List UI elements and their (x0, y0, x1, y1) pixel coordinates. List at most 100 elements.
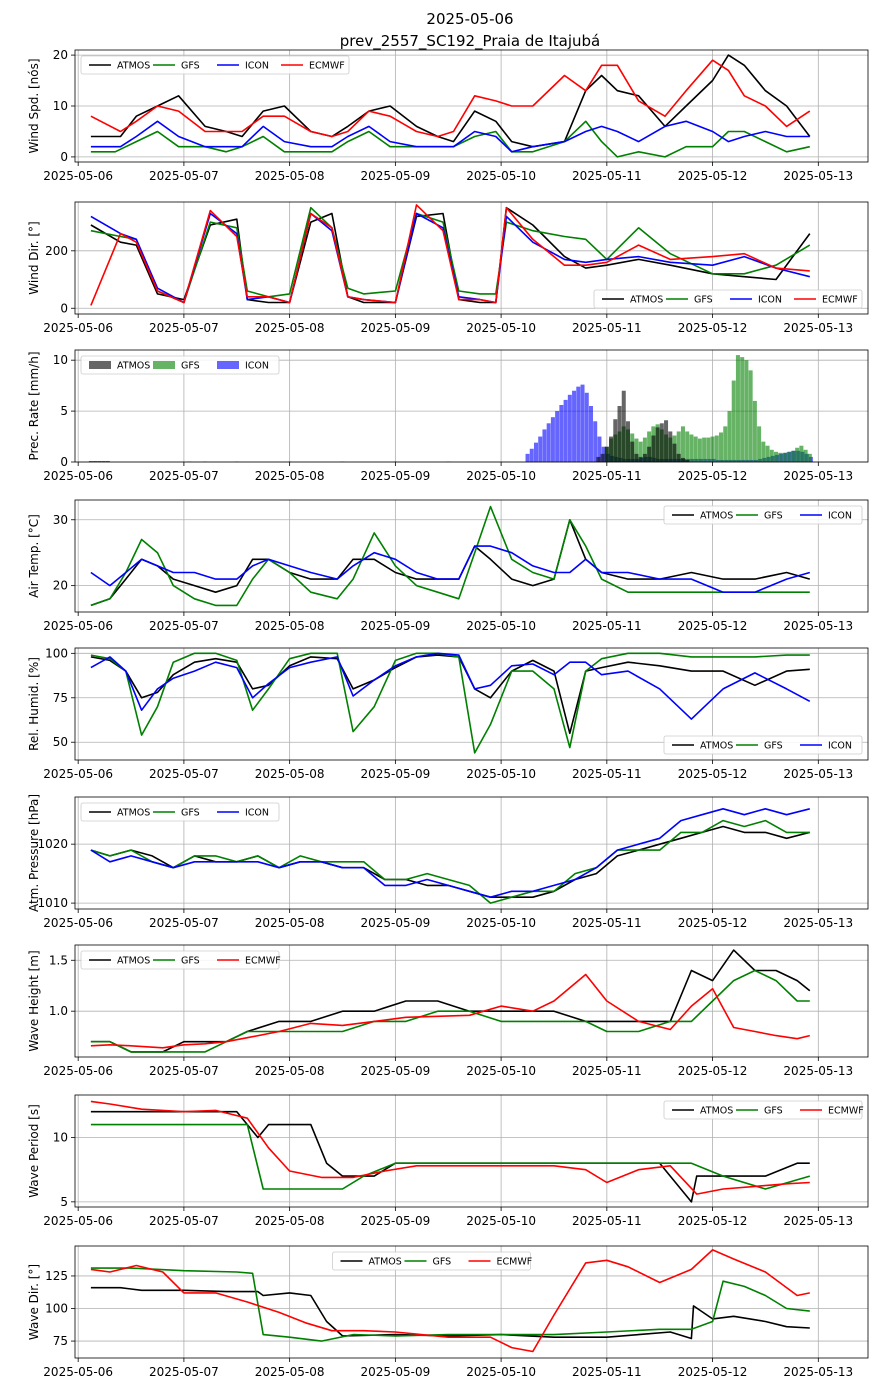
bar-icon (597, 436, 602, 462)
bar-gfs (634, 438, 639, 462)
y-tick-label: 200 (45, 244, 68, 258)
legend-label-ecmwf: ECMWF (245, 956, 281, 967)
series-line-gfs (90, 819, 810, 904)
panel-1: 2025-05-06 2025-05-07 2025-05-08 2025-05-09… (27, 48, 869, 183)
legend: ATMOS GFS ICON ECMWF (80, 55, 350, 75)
bar-icon (550, 417, 555, 462)
bar-icon (580, 384, 585, 462)
legend-box (80, 950, 280, 970)
x-tick-label: 2025-05-11 (572, 169, 642, 183)
x-tick-label: 2025-05-11 (572, 321, 642, 335)
legend-swatch-atmos (89, 361, 111, 369)
x-tick-label: 2025-05-08 (255, 1365, 325, 1379)
legend-label-atmos: ATMOS (630, 295, 663, 306)
plot-data (90, 808, 810, 904)
bar-atmos (613, 419, 618, 462)
bar-atmos (676, 453, 681, 462)
y-axis-label: Wave Period [s] (27, 1104, 41, 1198)
bar-atmos (630, 441, 635, 462)
plot-data (90, 505, 811, 607)
bar-icon (555, 411, 560, 462)
panel-4: 2025-05-06 2025-05-07 2025-05-08 2025-05-09… (27, 499, 869, 633)
x-tick-label: 2025-05-13 (783, 916, 853, 930)
x-tick-label: 2025-05-13 (783, 767, 853, 781)
y-tick-label: 100 (45, 646, 68, 660)
x-tick-label: 2025-05-08 (255, 321, 325, 335)
y-axis-label: Wind Spd. [nós] (27, 58, 41, 153)
series-line-icon (90, 652, 811, 720)
x-tick-label: 2025-05-06 (43, 916, 113, 930)
legend: ATMOS GFS ICON (80, 802, 280, 822)
bar-icon (88, 460, 93, 462)
x-tick-label: 2025-05-11 (572, 767, 642, 781)
legend-label-gfs: GFS (764, 741, 783, 752)
bar-icon (93, 460, 98, 462)
axes-frame (74, 796, 869, 910)
y-tick-label: 50 (53, 735, 68, 749)
y-axis-label: Prec. Rate [mm/h] (27, 351, 41, 460)
legend-label-gfs: GFS (181, 361, 200, 372)
x-tick-label: 2025-05-06 (43, 1214, 113, 1228)
legend-label-ecmwf: ECMWF (822, 295, 858, 306)
bar-icon (97, 460, 102, 462)
axes-frame (74, 499, 869, 613)
legend: ATMOS GFS ICON (80, 355, 280, 375)
legend: ATMOS GFS ECMWF (663, 1100, 864, 1120)
y-tick-label: 1.5 (49, 953, 68, 967)
bar-gfs (803, 449, 808, 462)
bar-atmos (642, 453, 647, 462)
legend-label-icon: ICON (758, 295, 782, 306)
legend-label-atmos: ATMOS (117, 61, 150, 72)
series-line-ecmwf (90, 204, 810, 306)
y-tick-label: 1010 (37, 896, 68, 910)
legend-box (593, 289, 863, 309)
x-tick-label: 2025-05-06 (43, 1064, 113, 1078)
y-tick-label: 125 (45, 1269, 68, 1283)
axes-frame (74, 647, 869, 761)
legend-label-atmos: ATMOS (369, 1257, 402, 1268)
bar-atmos (600, 453, 605, 462)
series-line-atmos (90, 519, 811, 607)
x-tick-label: 2025-05-09 (360, 1064, 430, 1078)
legend-label-gfs: GFS (694, 295, 713, 306)
legend-label-icon: ICON (245, 808, 269, 819)
axes-frame (74, 201, 869, 315)
axes-frame (74, 349, 869, 463)
x-tick-label: 2025-05-07 (149, 1064, 219, 1078)
bar-gfs (740, 357, 745, 462)
series-line-ecmwf (90, 973, 810, 1049)
x-tick-label: 2025-05-09 (360, 916, 430, 930)
x-tick-label: 2025-05-12 (678, 321, 748, 335)
bar-gfs (680, 426, 685, 462)
x-tick-label: 2025-05-10 (466, 169, 536, 183)
x-tick-label: 2025-05-09 (360, 767, 430, 781)
x-tick-label: 2025-05-06 (43, 469, 113, 483)
legend-box (80, 802, 280, 822)
bar-gfs (790, 450, 795, 462)
bar-icon (546, 423, 551, 462)
legend-label-ecmwf: ECMWF (497, 1257, 533, 1268)
y-axis-label: Atm. Pressure [hPa] (27, 794, 41, 912)
legend-box (332, 1251, 531, 1271)
legend: ATMOS GFS ICON (663, 505, 863, 525)
y-tick-label: 30 (53, 513, 68, 527)
panels: 2025-05-06 2025-05-07 2025-05-08 2025-05-09… (27, 48, 869, 1379)
axes-frame (74, 1245, 869, 1359)
legend-label-gfs: GFS (181, 61, 200, 72)
y-tick-label: 75 (53, 691, 68, 705)
x-tick-label: 2025-05-09 (360, 321, 430, 335)
y-tick-label: 0 (60, 301, 68, 315)
bar-atmos (634, 453, 639, 462)
legend: ATMOS GFS ECMWF (80, 950, 281, 970)
bar-icon (588, 406, 593, 462)
bar-icon (525, 453, 530, 462)
bar-atmos (596, 456, 601, 462)
legend-box (663, 735, 863, 755)
legend-label-icon: ICON (828, 741, 852, 752)
x-tick-label: 2025-05-11 (572, 916, 642, 930)
y-tick-label: 0 (60, 150, 68, 164)
legend-label-atmos: ATMOS (117, 361, 150, 372)
bar-gfs (807, 453, 812, 462)
y-tick-label: 20 (53, 48, 68, 62)
